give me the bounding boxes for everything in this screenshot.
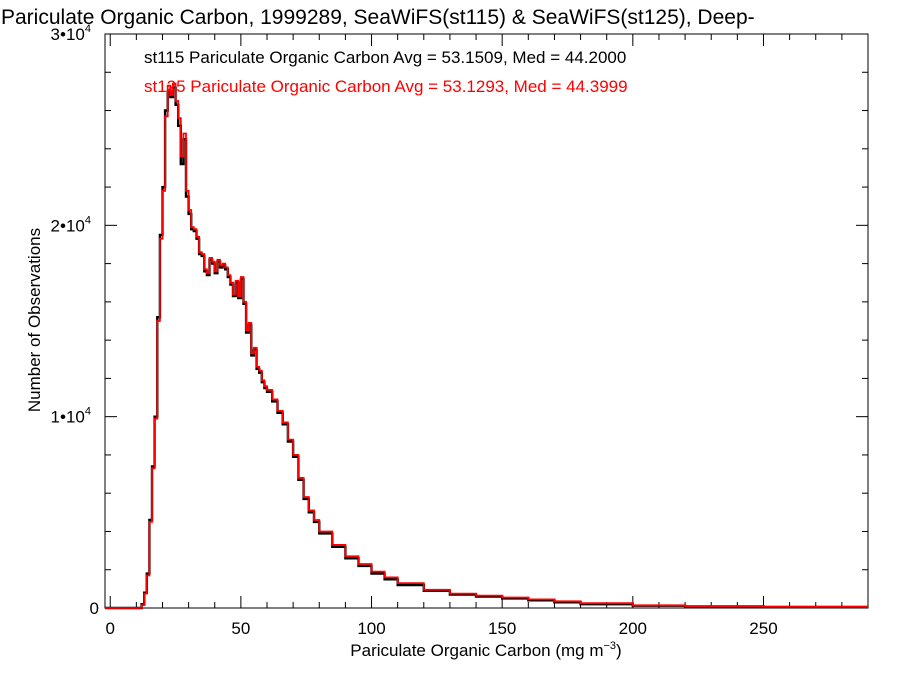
x-tick-label: 200 [619,619,647,638]
y-tick-label: 3•104 [51,23,91,44]
x-axis-label: Pariculate Organic Carbon (mg m−3) [350,640,621,660]
x-axis-ticks: 0 50 100 150 200 250 [105,34,843,638]
y-tick-label: 0 [90,599,99,618]
x-tick-label: 100 [357,619,385,638]
x-tick-label: 150 [488,619,516,638]
histogram-line-st125 [105,82,868,609]
chart-title: Pariculate Organic Carbon, 1999289, SeaW… [1,6,755,29]
x-axis-label-close: ) [616,641,622,660]
histogram-line-st115 [105,86,868,610]
x-axis-label-main: Pariculate Organic Carbon (mg m [350,641,603,660]
x-axis-label-exponent: −3 [604,640,617,652]
x-tick-label: 250 [749,619,777,638]
legend-entry-st115: st115 Pariculate Organic Carbon Avg = 53… [144,48,626,67]
y-tick-label: 2•104 [51,214,91,235]
y-tick-label: 1•104 [51,406,91,427]
plot-area-frame [104,33,869,609]
y-axis-ticks: 0 1•104 2•104 3•104 [51,23,868,618]
histogram-series [105,82,868,610]
y-axis-label: Number of Observations [25,228,44,412]
legend-entry-st125: st125 Pariculate Organic Carbon Avg = 53… [144,77,628,96]
x-tick-label: 0 [105,619,114,638]
plot-frame [104,33,869,609]
x-tick-label: 50 [231,619,250,638]
